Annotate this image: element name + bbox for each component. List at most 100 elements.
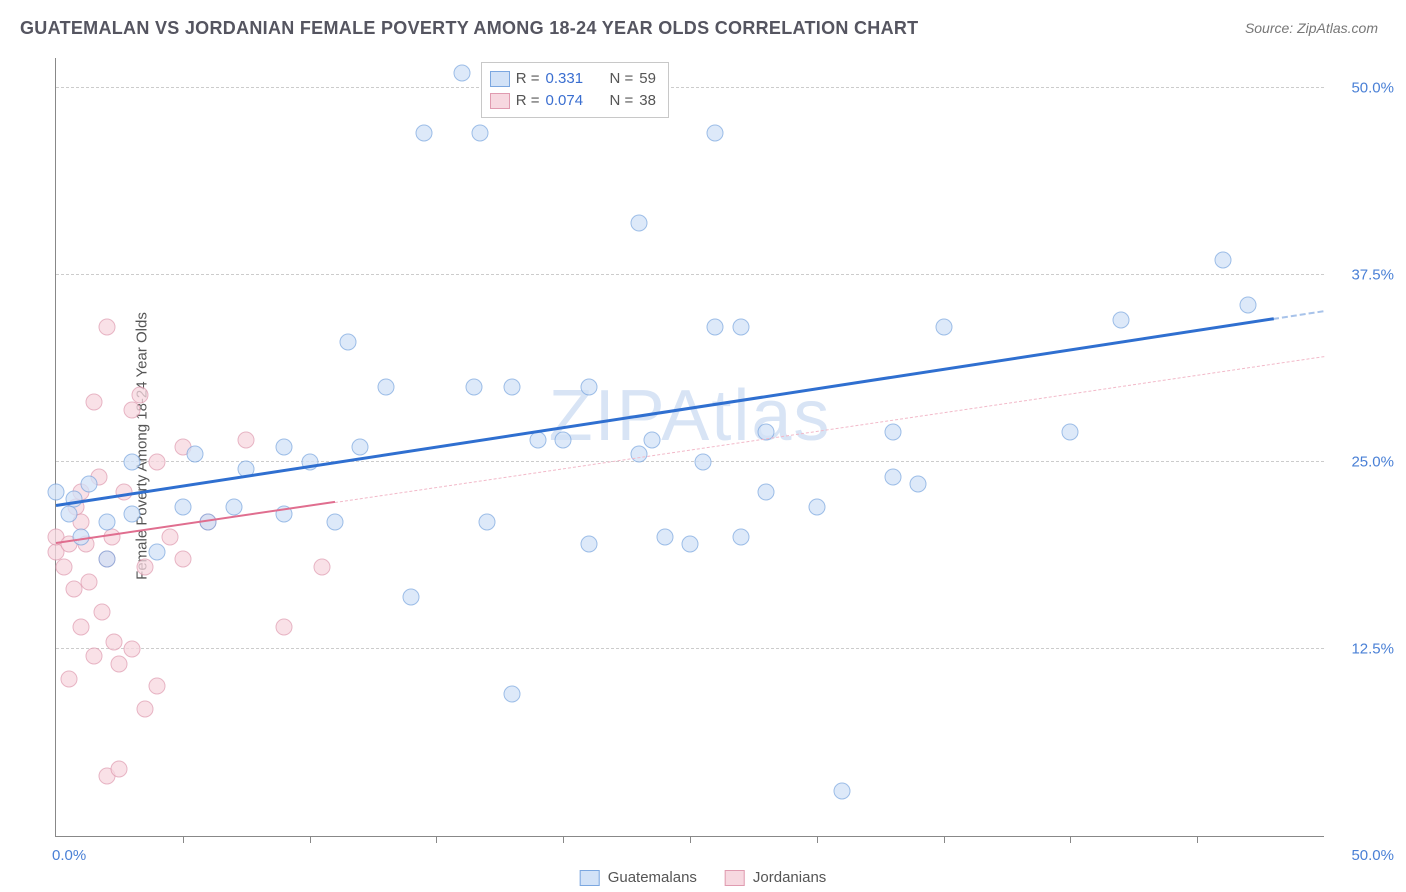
data-point-guatemalans bbox=[80, 476, 97, 493]
y-tick-label: 25.0% bbox=[1334, 453, 1394, 470]
legend-item: Jordanians bbox=[725, 869, 826, 886]
legend-swatch bbox=[725, 870, 745, 886]
y-tick-label: 12.5% bbox=[1334, 640, 1394, 657]
data-point-jordanians bbox=[103, 528, 120, 545]
legend-swatch bbox=[490, 71, 510, 87]
legend-n-value: 38 bbox=[639, 90, 656, 112]
data-point-guatemalans bbox=[98, 551, 115, 568]
data-point-guatemalans bbox=[276, 439, 293, 456]
trend-line bbox=[56, 317, 1274, 507]
legend-r-value: 0.331 bbox=[546, 68, 598, 90]
data-point-jordanians bbox=[131, 386, 148, 403]
data-point-guatemalans bbox=[884, 468, 901, 485]
data-point-guatemalans bbox=[98, 513, 115, 530]
data-point-guatemalans bbox=[339, 334, 356, 351]
data-point-guatemalans bbox=[466, 379, 483, 396]
data-point-guatemalans bbox=[682, 536, 699, 553]
legend-swatch bbox=[490, 93, 510, 109]
x-tick bbox=[817, 836, 818, 843]
data-point-jordanians bbox=[86, 648, 103, 665]
data-point-jordanians bbox=[106, 633, 123, 650]
data-point-jordanians bbox=[60, 670, 77, 687]
legend-row: R = 0.074 N = 38 bbox=[490, 90, 656, 112]
data-point-jordanians bbox=[124, 401, 141, 418]
data-point-jordanians bbox=[111, 760, 128, 777]
data-point-guatemalans bbox=[834, 783, 851, 800]
x-tick bbox=[310, 836, 311, 843]
data-point-jordanians bbox=[174, 551, 191, 568]
data-point-guatemalans bbox=[453, 64, 470, 81]
gridline bbox=[56, 87, 1324, 88]
x-tick bbox=[1070, 836, 1071, 843]
y-tick-label: 37.5% bbox=[1334, 266, 1394, 283]
data-point-jordanians bbox=[136, 558, 153, 575]
data-point-guatemalans bbox=[656, 528, 673, 545]
data-point-guatemalans bbox=[377, 379, 394, 396]
legend-n-value: 59 bbox=[639, 68, 656, 90]
data-point-guatemalans bbox=[1113, 311, 1130, 328]
trend-line bbox=[335, 356, 1324, 503]
x-axis-end-label: 50.0% bbox=[1334, 847, 1394, 864]
data-point-guatemalans bbox=[1062, 424, 1079, 441]
x-tick bbox=[690, 836, 691, 843]
trend-line bbox=[1273, 310, 1324, 320]
data-point-jordanians bbox=[149, 453, 166, 470]
legend-n-label: N = bbox=[610, 68, 634, 90]
x-axis-start-label: 0.0% bbox=[52, 847, 86, 864]
data-point-guatemalans bbox=[808, 498, 825, 515]
data-point-jordanians bbox=[93, 603, 110, 620]
legend-r-label: R = bbox=[516, 68, 540, 90]
data-point-guatemalans bbox=[884, 424, 901, 441]
data-point-guatemalans bbox=[1214, 251, 1231, 268]
data-point-guatemalans bbox=[187, 446, 204, 463]
data-point-guatemalans bbox=[149, 543, 166, 560]
data-point-guatemalans bbox=[124, 453, 141, 470]
x-tick bbox=[1197, 836, 1198, 843]
gridline bbox=[56, 648, 1324, 649]
legend-r-label: R = bbox=[516, 90, 540, 112]
legend-row: R = 0.331 N = 59 bbox=[490, 68, 656, 90]
data-point-guatemalans bbox=[326, 513, 343, 530]
data-point-guatemalans bbox=[935, 319, 952, 336]
data-point-guatemalans bbox=[174, 498, 191, 515]
data-point-jordanians bbox=[111, 655, 128, 672]
data-point-guatemalans bbox=[124, 506, 141, 523]
data-point-jordanians bbox=[98, 319, 115, 336]
data-point-guatemalans bbox=[580, 536, 597, 553]
data-point-guatemalans bbox=[403, 588, 420, 605]
data-point-jordanians bbox=[124, 640, 141, 657]
data-point-guatemalans bbox=[471, 124, 488, 141]
data-point-guatemalans bbox=[732, 319, 749, 336]
data-point-jordanians bbox=[149, 678, 166, 695]
legend-correlation: R = 0.331 N = 59 R = 0.074 N = 38 bbox=[481, 62, 669, 118]
plot-area: ZIPAtlas 12.5%25.0%37.5%50.0% 0.0% 50.0%… bbox=[55, 58, 1324, 837]
data-point-guatemalans bbox=[758, 483, 775, 500]
data-point-guatemalans bbox=[504, 379, 521, 396]
gridline bbox=[56, 274, 1324, 275]
data-point-guatemalans bbox=[707, 319, 724, 336]
data-point-jordanians bbox=[73, 618, 90, 635]
legend-swatch bbox=[580, 870, 600, 886]
data-point-guatemalans bbox=[225, 498, 242, 515]
legend-n-label: N = bbox=[610, 90, 634, 112]
data-point-guatemalans bbox=[631, 214, 648, 231]
data-point-jordanians bbox=[86, 394, 103, 411]
x-tick bbox=[563, 836, 564, 843]
data-point-guatemalans bbox=[707, 124, 724, 141]
legend-r-value: 0.074 bbox=[546, 90, 598, 112]
data-point-jordanians bbox=[314, 558, 331, 575]
data-point-guatemalans bbox=[352, 439, 369, 456]
data-point-guatemalans bbox=[1239, 296, 1256, 313]
legend-item: Guatemalans bbox=[580, 869, 697, 886]
data-point-guatemalans bbox=[580, 379, 597, 396]
data-point-guatemalans bbox=[555, 431, 572, 448]
data-point-guatemalans bbox=[910, 476, 927, 493]
legend-label: Guatemalans bbox=[608, 869, 697, 886]
y-tick-label: 50.0% bbox=[1334, 79, 1394, 96]
data-point-jordanians bbox=[276, 618, 293, 635]
chart-title: GUATEMALAN VS JORDANIAN FEMALE POVERTY A… bbox=[20, 18, 918, 39]
data-point-jordanians bbox=[136, 700, 153, 717]
data-point-guatemalans bbox=[504, 685, 521, 702]
legend-label: Jordanians bbox=[753, 869, 826, 886]
x-tick bbox=[436, 836, 437, 843]
